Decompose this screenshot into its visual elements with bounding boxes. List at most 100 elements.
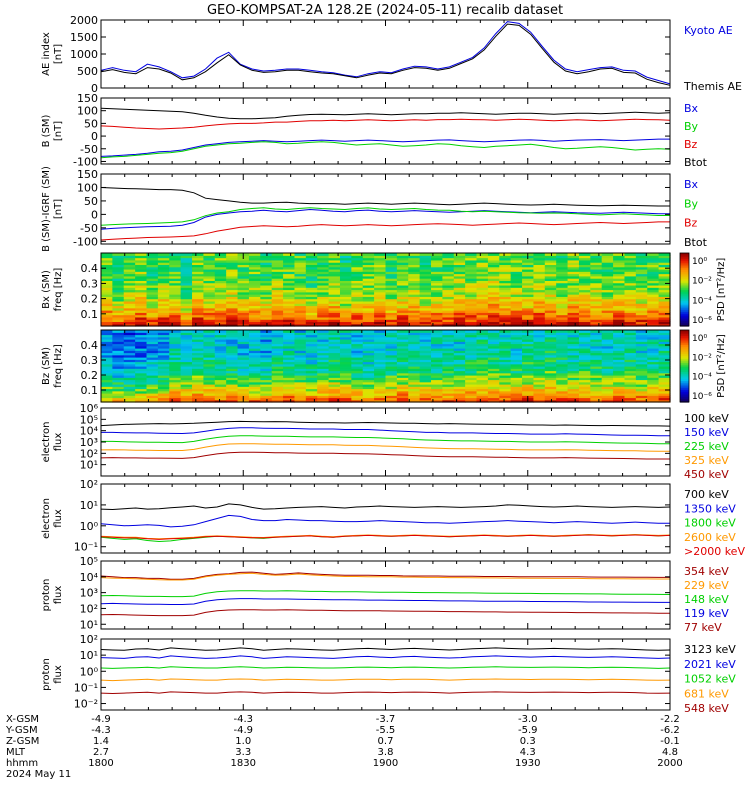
heatmap-cell: [305, 268, 318, 272]
heatmap-cell: [271, 334, 284, 338]
heatmap-cell: [567, 332, 580, 336]
heatmap-cell: [499, 345, 512, 349]
heatmap-cell: [578, 310, 591, 313]
heatmap-cell: [578, 273, 591, 277]
heatmap-cell: [351, 316, 364, 320]
heatmap-cell: [624, 368, 637, 372]
heatmap-cell: [260, 296, 273, 300]
heatmap-cell: [283, 271, 296, 275]
heatmap-cell: [112, 291, 125, 295]
heatmap-cell: [658, 341, 671, 345]
heatmap-cell: [339, 319, 352, 323]
heatmap-cell: [499, 393, 512, 396]
heatmap-cell: [613, 284, 626, 288]
heatmap-cell: [271, 255, 284, 259]
heatmap-cell: [635, 386, 648, 390]
heatmap-cell: [453, 264, 466, 268]
heatmap-cell: [374, 294, 387, 297]
heatmap-cell: [248, 361, 261, 365]
heatmap-cell: [556, 375, 569, 378]
heatmap-cell: [624, 343, 637, 347]
heatmap-cell: [260, 330, 273, 333]
heatmap-cell: [146, 273, 159, 277]
y-axis-label: Bz (SM) freq [Hz]: [41, 344, 64, 388]
heatmap-cell: [339, 323, 352, 327]
heatmap-cell: [317, 271, 330, 275]
heatmap-cell: [408, 345, 421, 349]
heatmap-cell: [351, 339, 364, 342]
heatmap-cell: [123, 388, 136, 392]
heatmap-cell: [192, 348, 205, 351]
heatmap-cell: [385, 268, 398, 272]
heatmap-cell: [533, 345, 546, 349]
x-ticks: [100, 561, 671, 629]
heatmap-cell: [522, 289, 535, 293]
heatmap-cell: [442, 388, 455, 392]
heatmap-cell: [157, 323, 170, 327]
heatmap-cell: [283, 330, 296, 333]
heatmap-cell: [499, 386, 512, 390]
heatmap-cell: [203, 339, 216, 342]
heatmap-cell: [214, 359, 227, 363]
heatmap-cell: [613, 264, 626, 268]
heatmap-cell: [283, 345, 296, 349]
heatmap-cell: [396, 377, 409, 381]
heatmap-cell: [203, 341, 216, 345]
heatmap-cell: [123, 278, 136, 281]
heatmap-cell: [214, 287, 227, 291]
heatmap-cell: [487, 312, 500, 316]
heatmap-cell: [658, 377, 671, 381]
heatmap-cell: [613, 361, 626, 365]
heatmap-cell: [419, 291, 432, 295]
heatmap-cell: [362, 300, 375, 304]
heatmap-cell: [328, 291, 341, 295]
heatmap-cell: [419, 310, 432, 313]
heatmap-cell: [431, 372, 443, 376]
heatmap-cell: [237, 363, 250, 367]
heatmap-cell: [658, 255, 671, 259]
heatmap-cell: [635, 310, 648, 313]
heatmap-cell: [283, 303, 296, 307]
y-axis-label: electron flux: [41, 422, 64, 463]
heatmap-cell: [135, 275, 148, 279]
heatmap-cell: [442, 296, 455, 300]
heatmap-cell: [544, 255, 557, 259]
heatmap-cell: [101, 273, 113, 277]
heatmap-cell: [271, 372, 284, 376]
heatmap-cell: [544, 332, 557, 336]
heatmap-cell: [351, 388, 364, 392]
heatmap-cell: [624, 341, 637, 345]
heatmap-cell: [237, 312, 250, 316]
heatmap-cell: [601, 386, 614, 390]
heatmap-cell: [453, 310, 466, 313]
heatmap-cell: [510, 312, 523, 316]
heatmap-cell: [601, 298, 614, 302]
heatmap-cell: [578, 352, 591, 356]
heatmap-cell: [248, 280, 261, 284]
heatmap-cell: [180, 266, 193, 270]
heatmap-cell: [135, 268, 148, 272]
heatmap-cell: [510, 397, 523, 401]
heatmap-cell: [465, 253, 478, 256]
heatmap-cell: [601, 397, 614, 401]
heatmap-cell: [601, 343, 614, 347]
colorbar-cell: [680, 358, 689, 362]
y-tick-label: 0: [91, 82, 98, 95]
heatmap-cell: [374, 275, 387, 279]
heatmap-cell: [305, 303, 318, 307]
heatmap-cell: [123, 319, 136, 323]
heatmap-cell: [419, 375, 432, 378]
heatmap-cell: [328, 352, 341, 356]
heatmap-cell: [180, 323, 193, 327]
heatmap-cell: [613, 345, 626, 349]
heatmap-cell: [601, 354, 614, 358]
y-axis-label: Bx (SM) freq [Hz]: [41, 268, 64, 312]
heatmap-cell: [146, 393, 159, 396]
heatmap-cell: [237, 359, 250, 363]
heatmap-cell: [294, 348, 307, 351]
heatmap-cell: [123, 298, 136, 302]
heatmap-cell: [533, 319, 546, 323]
heatmap-cell: [237, 390, 250, 394]
heatmap-cell: [157, 303, 170, 307]
heatmap-cell: [624, 393, 637, 396]
